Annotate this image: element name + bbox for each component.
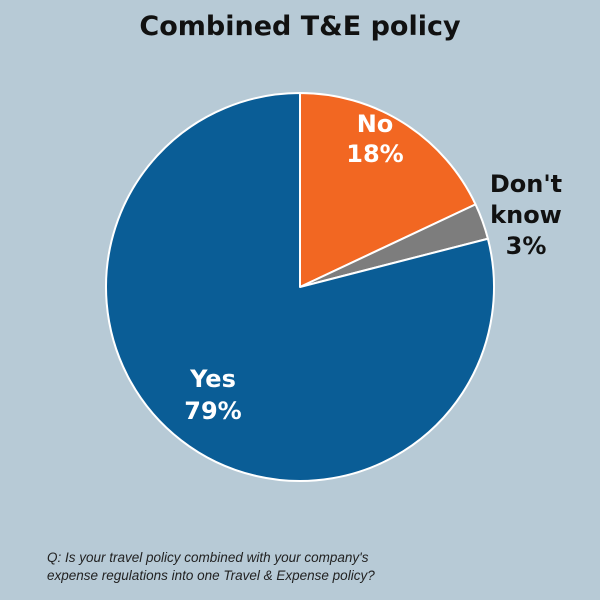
slice-name-don-t-know: Don't (490, 170, 562, 198)
slice-label-no: No 18% (346, 110, 403, 168)
slice-label-yes: Yes 79% (184, 365, 241, 425)
survey-question-line-2: expense regulations into one Travel & Ex… (47, 568, 375, 583)
chart-title: Combined T&E policy (139, 11, 461, 42)
slice-value-yes: 79% (184, 397, 241, 425)
slice-label-don-t-know: Don't know 3% (490, 170, 562, 260)
slice-value-no: 18% (346, 140, 403, 168)
survey-question-line-1: Q: Is your travel policy combined with y… (47, 550, 369, 565)
pie-slice-no (299, 92, 477, 288)
pie-slice-yes (105, 92, 495, 482)
slice-name-don-t-know: know (490, 201, 562, 229)
slice-value-don-t-know: 3% (506, 232, 547, 260)
slice-name-yes: Yes (189, 365, 236, 393)
survey-question: Q: Is your travel policy combined with y… (47, 549, 567, 585)
slice-name-no: No (357, 110, 394, 138)
